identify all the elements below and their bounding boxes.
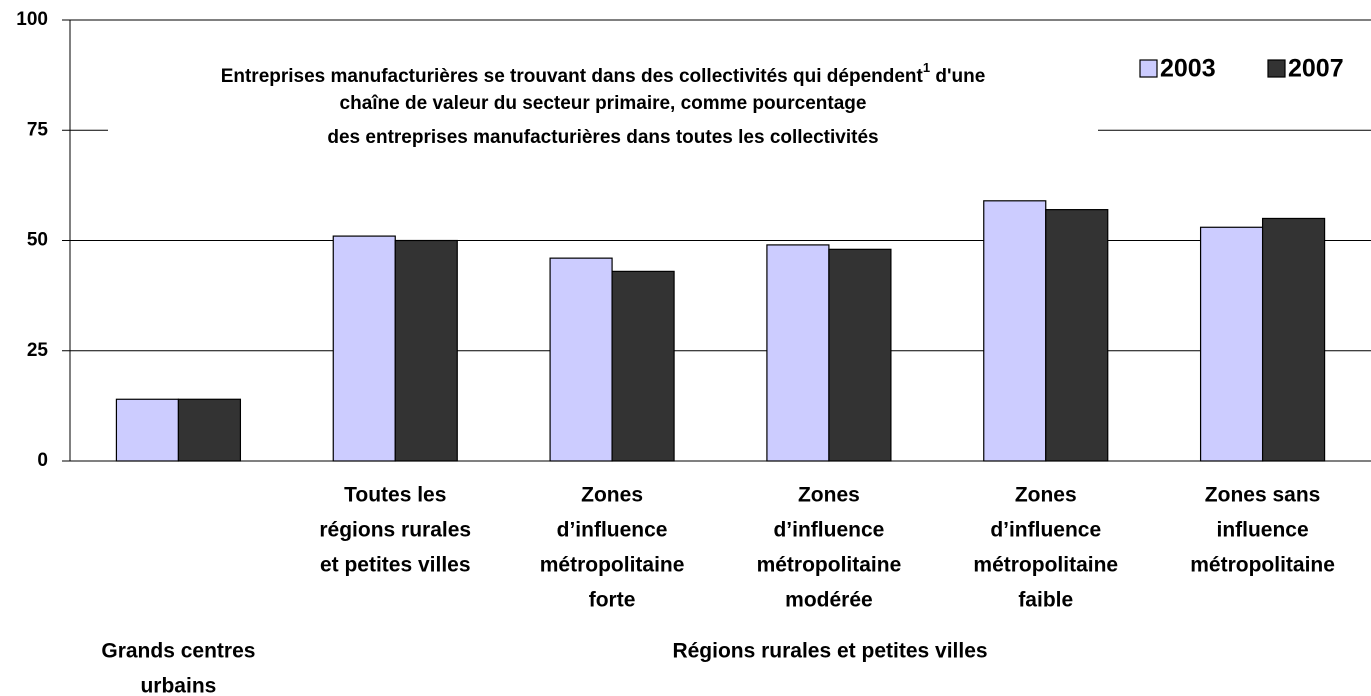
bar — [115, 398, 180, 462]
legend-swatch — [1267, 59, 1286, 78]
chart-title: des entreprises manufacturières dans tou… — [327, 127, 878, 148]
y-tick-label: 0 — [37, 450, 48, 471]
title-line: Entreprises manufacturières se trouvant … — [221, 66, 924, 87]
x-tick-label: d’influence — [990, 519, 1101, 542]
legend-label: 2007 — [1288, 55, 1344, 83]
x-tick-label: forte — [589, 589, 636, 612]
title-box — [108, 58, 1098, 158]
bar — [828, 248, 892, 462]
x-tick-label: d’influence — [557, 519, 668, 542]
y-tick-label: 100 — [16, 9, 48, 30]
x-tick-label: métropolitaine — [540, 554, 685, 577]
x-tick-label: Zones — [798, 484, 860, 507]
x-tick-label: urbains — [140, 675, 216, 696]
legend-swatch — [1139, 59, 1158, 78]
group-label: Régions rurales et petites villes — [672, 640, 987, 663]
x-tick-label: régions rurales — [319, 519, 471, 542]
x-tick-label: influence — [1216, 519, 1308, 542]
bar — [1199, 226, 1264, 462]
bar — [766, 244, 830, 462]
x-tick-label: Zones sans — [1205, 484, 1321, 507]
bar — [549, 257, 613, 462]
x-tick-label: métropolitaine — [757, 554, 902, 577]
bar — [611, 270, 675, 462]
chart-title: chaîne de valeur du secteur primaire, co… — [340, 93, 867, 114]
bar — [177, 398, 242, 462]
x-tick-label: Zones — [1015, 484, 1077, 507]
y-tick-label: 50 — [27, 230, 48, 251]
x-tick-label: métropolitaine — [1190, 554, 1335, 577]
bar — [332, 235, 396, 462]
bar — [983, 200, 1047, 462]
x-tick-label: métropolitaine — [973, 554, 1118, 577]
x-tick-label: Zones — [581, 484, 643, 507]
x-tick-label: et petites villes — [320, 554, 471, 577]
chart-title: Entreprises manufacturières se trouvant … — [221, 60, 986, 87]
legend-label: 2003 — [1160, 55, 1216, 83]
x-tick-label: Grands centres — [101, 640, 255, 663]
title-superscript: 1 — [923, 60, 930, 75]
x-tick-label: faible — [1018, 589, 1073, 612]
title-line: d'une — [930, 66, 985, 87]
x-tick-label: modérée — [785, 589, 873, 612]
bar — [1261, 217, 1326, 462]
bar — [394, 239, 458, 462]
bar — [1045, 209, 1109, 462]
y-tick-label: 25 — [27, 340, 49, 361]
x-tick-label: d’influence — [773, 519, 884, 542]
x-tick-label: Toutes les — [344, 484, 446, 507]
y-tick-label: 75 — [27, 119, 49, 140]
